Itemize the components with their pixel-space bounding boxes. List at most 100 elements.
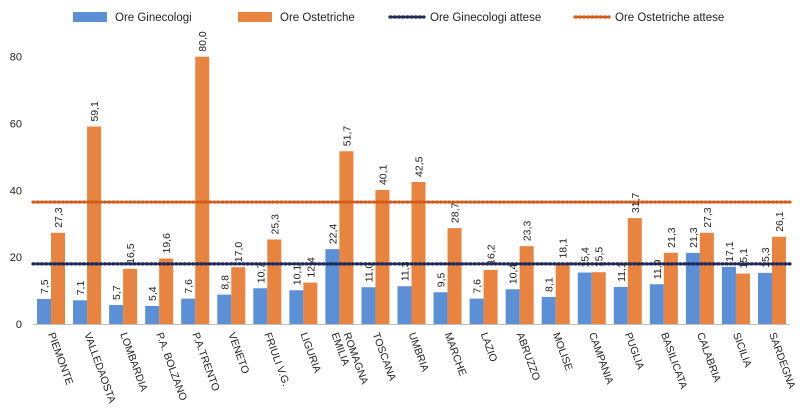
- x-tick-label: VENETO: [225, 331, 251, 375]
- bar-ostetriche: [519, 246, 534, 324]
- bar-ginecologi: [469, 298, 484, 324]
- data-label-ostetriche: 59,1: [89, 101, 101, 122]
- x-tick-label: MARCHE: [442, 331, 469, 378]
- data-label-ostetriche: 40,1: [377, 164, 389, 185]
- x-tick-label: CAMPANIA: [586, 331, 616, 386]
- data-label-ginecologi: 22,4: [327, 224, 339, 245]
- x-tick-label: SARDEGNA: [766, 331, 797, 390]
- x-tick-label: VALLEDAOSTA: [81, 331, 118, 405]
- bar-ginecologi: [541, 296, 556, 324]
- x-tick-label: LAZIO: [478, 331, 500, 364]
- bar-ginecologi: [181, 298, 196, 324]
- data-label-ginecologi: 7,5: [39, 279, 51, 294]
- data-labels: 7,527,37,159,15,716,55,419,67,680,08,817…: [39, 31, 786, 301]
- bar-ginecologi: [145, 305, 160, 324]
- bar-ginecologi: [721, 266, 736, 324]
- data-label-ginecologi: 8,1: [544, 277, 556, 292]
- legend-label: Ore Ostetriche attese: [615, 12, 724, 24]
- data-label-ginecologi: 5,7: [111, 285, 123, 300]
- data-label-ostetriche: 17,0: [233, 242, 245, 263]
- bar-ginecologi: [433, 292, 448, 324]
- data-label-ginecologi: 8,8: [219, 275, 231, 290]
- bar-ostetriche: [159, 258, 174, 324]
- bar-ostetriche: [231, 267, 246, 324]
- data-label-ostetriche: 16,2: [486, 244, 498, 265]
- bar-ostetriche: [267, 239, 282, 324]
- data-label-ostetriche: 15,1: [738, 248, 750, 269]
- bar-ginecologi: [649, 284, 664, 324]
- bar-ostetriche: [483, 269, 498, 324]
- bar-ostetriche: [87, 126, 102, 324]
- reference-lines: [31, 200, 792, 266]
- y-tick-label: 60: [10, 119, 22, 131]
- data-label-ostetriche: 26,1: [774, 211, 786, 232]
- bar-ginecologi: [217, 294, 232, 324]
- data-label-ginecologi: 5,4: [147, 286, 159, 301]
- data-label-ostetriche: 21,3: [666, 227, 678, 248]
- data-label-ostetriche: 31,7: [630, 192, 642, 213]
- bar-ostetriche: [555, 263, 570, 324]
- bar-ginecologi: [361, 287, 376, 324]
- data-label-ginecologi: 17,1: [724, 241, 736, 262]
- data-label-ostetriche: 27,3: [53, 207, 65, 228]
- bar-ginecologi: [289, 290, 304, 324]
- data-label-ostetriche: 12,4: [305, 257, 317, 278]
- bar-ginecologi: [757, 272, 772, 324]
- y-tick-label: 0: [16, 319, 22, 331]
- y-axis: 0 20 40 60 80: [10, 52, 22, 331]
- bar-ostetriche: [51, 232, 66, 324]
- bar-ginecologi: [505, 289, 520, 324]
- data-label-ostetriche: 19,6: [161, 233, 173, 254]
- data-label-ostetriche: 16,5: [125, 243, 137, 264]
- legend-swatch: [238, 12, 272, 22]
- data-label-ginecologi: 11,3: [400, 261, 412, 281]
- x-axis: PIEMONTE VALLEDAOSTA LOMBARDIA P.A. BOLZANO…: [33, 324, 798, 405]
- x-tick-label: BASILICATA: [658, 331, 690, 391]
- bar-ostetriche: [447, 228, 462, 324]
- bar-ostetriche: [339, 151, 354, 324]
- data-label-ginecologi: 10,4: [508, 264, 520, 285]
- data-label-ginecologi: 7,6: [472, 279, 484, 294]
- bar-ostetriche: [123, 268, 138, 324]
- bar-ginecologi: [253, 288, 268, 324]
- data-label-ostetriche: 18,1: [558, 238, 570, 259]
- data-label-ginecologi: 21,3: [688, 227, 700, 248]
- bar-ostetriche: [771, 236, 786, 324]
- bar-ostetriche: [411, 182, 426, 324]
- x-tick-label: FRIULI V.G.: [261, 331, 292, 388]
- bars: [37, 56, 786, 325]
- data-label-ginecologi: 7,1: [75, 281, 87, 296]
- bar-ginecologi: [613, 286, 628, 324]
- x-tick-label: TOSCANA: [370, 331, 399, 383]
- bar-ginecologi: [37, 298, 52, 324]
- y-tick-label: 20: [10, 252, 22, 264]
- x-tick-label: MOLISE: [550, 331, 575, 372]
- data-label-ginecologi: 15,3: [760, 247, 772, 268]
- data-label-ginecologi: 10,7: [255, 263, 267, 284]
- bar-ginecologi: [685, 252, 700, 324]
- bar-ginecologi: [397, 286, 412, 324]
- x-tick-label: PIEMONTE: [45, 331, 75, 387]
- data-label-ostetriche: 27,3: [702, 207, 714, 228]
- data-label-ginecologi: 11,9: [652, 259, 664, 279]
- x-tick-label: P.A. BOLZANO: [153, 331, 189, 402]
- data-label-ostetriche: 15,5: [594, 247, 606, 268]
- x-tick-label: CALABRIA: [694, 331, 723, 384]
- bar-ostetriche: [591, 272, 606, 324]
- bar-ostetriche: [699, 232, 714, 324]
- data-label-ginecologi: 7,6: [183, 279, 195, 294]
- data-label-ostetriche: 23,3: [522, 221, 534, 242]
- y-tick-label: 40: [10, 185, 22, 197]
- y-tick-label: 80: [10, 52, 22, 64]
- data-label-ginecologi: 11,0: [363, 262, 375, 282]
- data-label-ostetriche: 42,5: [414, 156, 426, 177]
- bar-ostetriche: [375, 190, 390, 324]
- data-label-ostetriche: 80,0: [197, 31, 209, 52]
- bar-ginecologi: [577, 272, 592, 324]
- data-label-ginecologi: 15,4: [580, 247, 592, 268]
- data-label-ginecologi: 10,1: [291, 265, 303, 286]
- x-tick-label: PUGLIA: [622, 331, 646, 371]
- bar-ostetriche: [303, 282, 318, 324]
